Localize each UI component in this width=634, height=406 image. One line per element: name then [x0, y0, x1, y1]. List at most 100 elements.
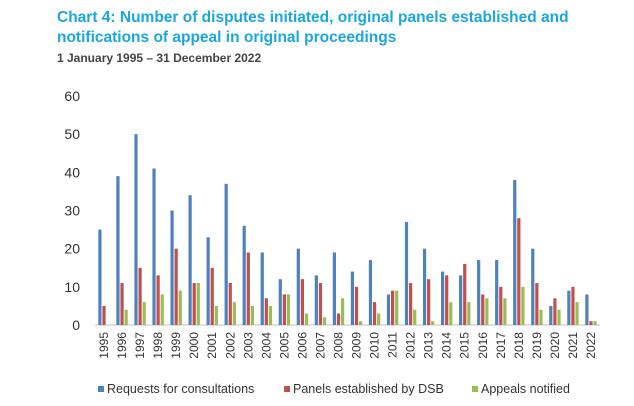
bar-appeals-notified-2004 — [268, 305, 273, 325]
x-tick-label: 2007 — [313, 332, 327, 359]
bar-requests-for-consultations-2022 — [585, 294, 589, 325]
x-tick-label: 2010 — [368, 332, 382, 359]
bar-requests-for-consultations-1995 — [98, 229, 102, 325]
x-tick-label: 2003 — [241, 332, 255, 359]
bar-panels-established-by-dsb-2012 — [409, 283, 413, 325]
bar-panels-established-by-dsb-2017 — [499, 286, 503, 325]
x-tick-label: 1996 — [115, 332, 129, 359]
bar-appeals-notified-2017 — [503, 298, 507, 325]
x-tick-label: 2020 — [548, 332, 562, 359]
bar-appeals-notified-2022 — [593, 321, 597, 325]
bar-appeals-notified-2008 — [340, 298, 345, 325]
bar-appeals-notified-2005 — [286, 294, 291, 325]
legend-swatch — [284, 386, 290, 392]
bar-requests-for-consultations-2018 — [513, 179, 517, 325]
bar-panels-established-by-dsb-1996 — [120, 283, 124, 325]
bar-panels-established-by-dsb-2011 — [390, 290, 395, 325]
x-tick-label: 2006 — [295, 332, 309, 359]
x-tick-label: 2005 — [277, 332, 291, 359]
bar-panels-established-by-dsb-2000 — [192, 283, 196, 325]
x-tick-label: 2002 — [223, 332, 237, 359]
bar-appeals-notified-1998 — [160, 294, 164, 325]
x-axis: 1995 1996 1997 1998 1999 2000 2001 2002 2003 2004… — [97, 332, 598, 359]
bar-appeals-notified-1997 — [142, 302, 146, 325]
bar-panels-established-by-dsb-2022 — [589, 321, 593, 325]
bar-appeals-notified-2003 — [250, 305, 255, 325]
bar-requests-for-consultations-2020 — [549, 305, 553, 325]
bar-appeals-notified-2013 — [431, 321, 435, 325]
x-tick-label: 2000 — [187, 332, 201, 359]
bar-requests-for-consultations-2009 — [350, 271, 355, 325]
bar-requests-for-consultations-2008 — [332, 252, 336, 325]
bar-panels-established-by-dsb-2018 — [517, 218, 521, 325]
bar-appeals-notified-2014 — [449, 302, 453, 325]
x-tick-label: 2001 — [205, 332, 219, 359]
bar-panels-established-by-dsb-2001 — [210, 267, 214, 325]
y-tick-label: 0 — [72, 317, 80, 333]
y-tick-label: 10 — [64, 279, 80, 295]
bar-appeals-notified-2007 — [322, 317, 327, 325]
bar-appeals-notified-1999 — [178, 290, 182, 325]
x-tick-label: 2019 — [530, 332, 544, 359]
bar-appeals-notified-2021 — [575, 302, 579, 325]
x-tick-label: 2004 — [259, 332, 273, 359]
x-tick-label: 2016 — [476, 332, 490, 359]
bar-panels-established-by-dsb-2007 — [318, 283, 323, 325]
bar-appeals-notified-2012 — [413, 309, 417, 325]
bar-panels-established-by-dsb-2015 — [463, 263, 467, 325]
bar-panels-established-by-dsb-2010 — [372, 302, 377, 325]
legend-swatch — [472, 386, 478, 392]
bar-panels-established-by-dsb-2003 — [246, 252, 250, 325]
bar-appeals-notified-1996 — [124, 309, 128, 325]
bar-appeals-notified-2011 — [395, 290, 399, 325]
bar-requests-for-consultations-2002 — [224, 183, 228, 325]
bar-requests-for-consultations-2007 — [314, 275, 318, 325]
x-tick-label: 2015 — [458, 332, 472, 359]
bar-appeals-notified-2019 — [539, 309, 543, 325]
legend-label: Requests for consultations — [107, 382, 254, 396]
bar-panels-established-by-dsb-2006 — [300, 279, 305, 325]
bar-requests-for-consultations-1998 — [152, 168, 156, 325]
bars-group — [98, 134, 597, 325]
legend-swatch — [98, 386, 104, 392]
bar-panels-established-by-dsb-2002 — [228, 283, 232, 325]
bar-panels-established-by-dsb-2021 — [571, 286, 575, 325]
bar-appeals-notified-2001 — [214, 305, 218, 325]
bar-panels-established-by-dsb-2008 — [336, 313, 341, 325]
bar-requests-for-consultations-2010 — [368, 260, 373, 325]
bar-requests-for-consultations-2019 — [531, 248, 535, 325]
bar-appeals-notified-2015 — [467, 302, 471, 325]
bar-requests-for-consultations-2011 — [386, 294, 391, 325]
bar-requests-for-consultations-2015 — [459, 275, 463, 325]
y-tick-label: 60 — [64, 88, 80, 104]
bar-panels-established-by-dsb-2013 — [427, 279, 431, 325]
bar-panels-established-by-dsb-1999 — [174, 248, 178, 325]
bar-requests-for-consultations-2006 — [296, 248, 300, 325]
bar-requests-for-consultations-2000 — [188, 195, 192, 325]
bar-panels-established-by-dsb-2019 — [535, 283, 539, 325]
y-tick-label: 20 — [64, 241, 80, 257]
x-tick-label: 1997 — [133, 332, 147, 359]
bar-requests-for-consultations-2013 — [422, 248, 427, 325]
bar-requests-for-consultations-2012 — [404, 221, 409, 325]
bar-panels-established-by-dsb-2005 — [282, 294, 286, 325]
y-tick-label: 50 — [64, 126, 80, 142]
bar-requests-for-consultations-2021 — [567, 290, 571, 325]
chart-title: Chart 4: Number of disputes initiated, o… — [57, 9, 569, 46]
bar-panels-established-by-dsb-2016 — [481, 294, 485, 325]
bar-requests-for-consultations-2003 — [242, 225, 246, 325]
bar-requests-for-consultations-2005 — [278, 279, 282, 325]
x-tick-label: 2008 — [331, 332, 345, 359]
x-tick-label: 2018 — [512, 332, 526, 359]
bar-appeals-notified-2020 — [557, 309, 561, 325]
bar-panels-established-by-dsb-1995 — [102, 305, 106, 325]
x-tick-label: 1999 — [169, 332, 183, 359]
chart-subtitle: 1 January 1995 – 31 December 2022 — [57, 51, 262, 65]
x-tick-label: 2017 — [494, 332, 508, 359]
legend-label: Appeals notified — [481, 382, 570, 396]
x-tick-label: 2012 — [404, 332, 418, 359]
bar-panels-established-by-dsb-2014 — [445, 275, 449, 325]
bar-panels-established-by-dsb-2009 — [354, 286, 359, 325]
x-tick-label: 2013 — [422, 332, 436, 359]
